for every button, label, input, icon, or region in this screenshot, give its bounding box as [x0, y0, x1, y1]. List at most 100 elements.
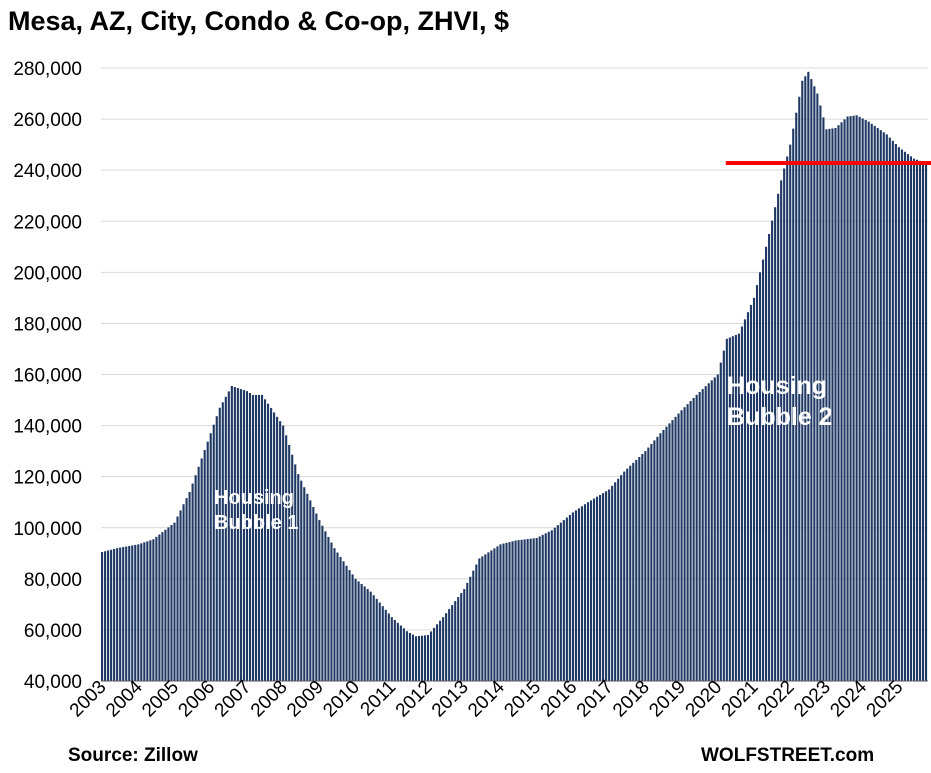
- bar: [285, 435, 288, 681]
- bar: [381, 606, 384, 681]
- bar: [638, 456, 641, 681]
- bar-series: [101, 71, 928, 682]
- bar: [267, 403, 270, 681]
- annotation-label: Housing Bubble 1: [214, 487, 298, 534]
- bar: [330, 542, 333, 681]
- bar: [840, 122, 843, 681]
- bar: [221, 402, 224, 681]
- bar: [152, 539, 155, 681]
- y-tick-label: 240,000: [13, 161, 82, 182]
- bar: [146, 541, 149, 681]
- bar: [780, 180, 783, 681]
- bar: [870, 123, 873, 681]
- bar: [882, 132, 885, 681]
- bar: [556, 525, 559, 681]
- bar: [294, 464, 297, 681]
- bar: [801, 80, 804, 681]
- bar: [185, 498, 188, 681]
- bar: [230, 385, 233, 681]
- bar: [897, 147, 900, 681]
- bar: [224, 396, 227, 681]
- bar: [423, 635, 427, 681]
- x-tick-labels: 2003200420052006200720082009201020112012…: [66, 676, 908, 721]
- bar: [466, 582, 469, 681]
- bar: [580, 506, 584, 681]
- bar: [755, 285, 759, 681]
- bar: [457, 597, 460, 681]
- bar: [623, 471, 626, 681]
- bar: [245, 391, 248, 681]
- bar: [131, 545, 134, 681]
- bar: [617, 478, 620, 681]
- bar: [119, 547, 122, 681]
- bar: [396, 622, 399, 681]
- bar: [155, 536, 158, 681]
- bar: [565, 517, 568, 681]
- bar: [475, 564, 478, 681]
- bar: [792, 128, 795, 681]
- y-tick-label: 280,000: [13, 59, 82, 80]
- bar: [188, 491, 191, 681]
- bar: [701, 389, 704, 681]
- y-tick-label: 260,000: [13, 110, 82, 131]
- bar: [357, 581, 360, 681]
- bar: [420, 635, 424, 681]
- bar: [608, 489, 611, 681]
- bar: [689, 401, 692, 681]
- bar: [463, 589, 466, 681]
- bar: [309, 500, 312, 681]
- bar: [107, 550, 110, 681]
- y-tick-label: 60,000: [24, 621, 82, 642]
- bar: [390, 617, 393, 681]
- bar: [288, 445, 291, 681]
- y-tick-label: 180,000: [13, 314, 82, 335]
- bar: [270, 408, 273, 681]
- bar: [315, 513, 318, 681]
- bar: [858, 116, 861, 682]
- bar: [197, 466, 200, 681]
- bar: [789, 144, 792, 682]
- bar: [819, 105, 822, 681]
- bar: [559, 522, 562, 681]
- bar: [749, 305, 753, 681]
- bar: [487, 552, 490, 681]
- bar: [529, 538, 532, 681]
- bar: [279, 421, 282, 681]
- bar: [318, 520, 321, 681]
- bar: [713, 377, 716, 681]
- bar: [758, 272, 762, 681]
- bar: [828, 128, 831, 681]
- bar: [218, 407, 221, 681]
- bar: [399, 625, 402, 681]
- bar: [535, 537, 538, 681]
- bar: [333, 548, 336, 681]
- bar: [852, 115, 855, 682]
- bar: [547, 531, 550, 681]
- bar: [375, 598, 378, 681]
- bar: [508, 542, 511, 681]
- bar: [505, 542, 508, 681]
- bar: [906, 154, 909, 681]
- bar: [768, 234, 771, 681]
- bar: [662, 429, 665, 681]
- bar: [122, 547, 125, 681]
- bar: [915, 159, 919, 681]
- x-tick-label: 2005: [138, 677, 183, 722]
- x-tick-label: 2024: [826, 676, 871, 721]
- bar: [282, 425, 285, 681]
- bar: [263, 399, 267, 681]
- bar: [113, 548, 116, 681]
- bar: [369, 591, 372, 681]
- bar: [101, 552, 104, 681]
- x-tick-label: 2021: [718, 677, 763, 722]
- bar: [798, 96, 801, 682]
- bar: [469, 576, 472, 681]
- bar: [867, 121, 870, 681]
- bar: [520, 539, 523, 681]
- bar: [116, 548, 119, 681]
- x-tick-label: 2009: [283, 677, 328, 722]
- bar: [626, 468, 629, 681]
- bar: [312, 506, 315, 681]
- bar: [203, 450, 206, 681]
- bar: [538, 536, 541, 681]
